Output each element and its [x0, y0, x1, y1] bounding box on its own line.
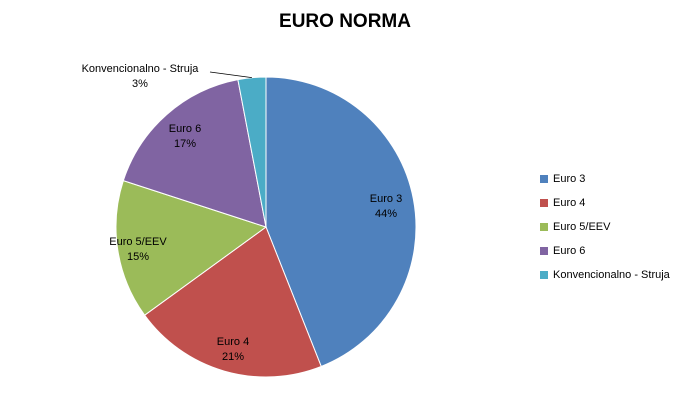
pie-slice [115, 180, 268, 316]
legend-label: Euro 6 [553, 245, 585, 257]
data-label-value: 44% [375, 208, 397, 220]
data-label-value: 21% [222, 351, 244, 363]
data-label-value: 3% [132, 78, 148, 90]
legend-label: Euro 4 [553, 197, 585, 209]
leader-line [209, 71, 252, 79]
pie-slice [237, 76, 267, 228]
chart-title: EURO NORMA [279, 11, 411, 32]
pie-slice [122, 79, 267, 228]
data-label-name: Euro 4 [217, 336, 249, 348]
legend-swatch [540, 271, 548, 279]
legend-swatch [540, 247, 548, 255]
legend-label: Euro 3 [553, 173, 585, 185]
data-label-name: Euro 3 [370, 193, 402, 205]
pie-slice [265, 76, 417, 368]
legend-swatch [540, 199, 548, 207]
data-label-name: Euro 5/EEV [109, 236, 167, 248]
legend-swatch [540, 175, 548, 183]
data-label-name: Euro 6 [169, 123, 201, 135]
legend-label: Konvencionalno - Struja [553, 269, 671, 281]
data-label-name: Konvencionalno - Struja [82, 63, 200, 75]
data-label-value: 15% [127, 251, 149, 263]
pie-slice [143, 226, 322, 378]
legend-swatch [540, 223, 548, 231]
legend-label: Euro 5/EEV [553, 221, 611, 233]
data-label-value: 17% [174, 138, 196, 150]
